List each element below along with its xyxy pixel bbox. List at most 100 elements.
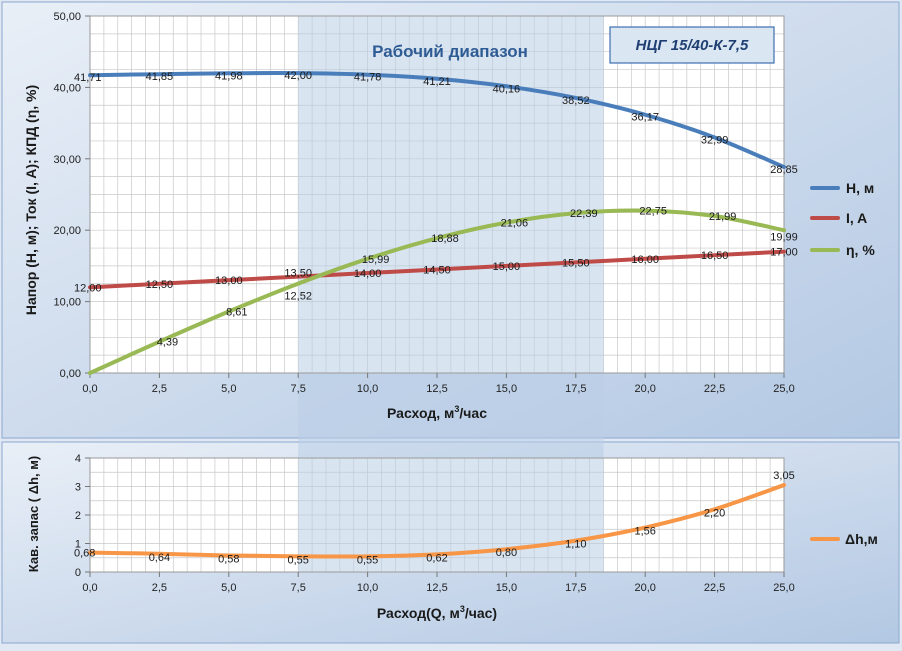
current-curve xyxy=(88,249,786,290)
bottom-y-tick-label: 2 xyxy=(75,510,81,522)
bottom-y-tick-label: 0 xyxy=(75,567,81,579)
head-data-label: 36,17 xyxy=(631,112,659,124)
bottom-x-axis-title-suffix: /час) xyxy=(465,605,497,621)
top-x-tick-label: 12,5 xyxy=(426,383,447,395)
efficiency-legend-label: η, % xyxy=(846,242,875,258)
current-data-label: 16,50 xyxy=(701,250,729,262)
top-y-tick-label: 0,00 xyxy=(60,368,81,380)
top-y-tick-label: 10,00 xyxy=(53,297,81,309)
current-legend-label: I, A xyxy=(846,210,867,226)
npsh-data-label: 0,62 xyxy=(426,552,447,564)
current-data-label: 14,50 xyxy=(423,264,451,276)
top-x-axis-title-suffix: /час xyxy=(459,405,487,421)
npsh-curve xyxy=(88,483,786,559)
current-data-label: 15,00 xyxy=(493,261,521,273)
top-x-tick-label: 25,0 xyxy=(773,383,794,395)
top-y-tick-label: 30,00 xyxy=(53,154,81,166)
top-x-tick-label: 5,0 xyxy=(221,383,236,395)
current-data-label: 12,00 xyxy=(74,282,102,294)
top-x-tick-label: 22,5 xyxy=(704,383,725,395)
top-x-tick-label: 7,5 xyxy=(291,383,306,395)
top-x-tick-label: 0,0 xyxy=(82,383,97,395)
top-x-axis-title-prefix: Расход, м xyxy=(387,405,454,421)
efficiency-curve xyxy=(88,208,786,375)
bottom-x-axis-title-prefix: Расход(Q, м xyxy=(377,605,460,621)
top-y-axis-title: Напор (H, м); Ток (I, A); КПД (η, %) xyxy=(23,85,39,315)
head-data-label: 41,78 xyxy=(354,72,382,84)
efficiency-data-label: 18,88 xyxy=(431,233,459,245)
pump-model-box xyxy=(609,26,775,64)
top-x-axis-title: Расход, м3/час xyxy=(387,404,487,421)
efficiency-data-label: 22,39 xyxy=(570,208,598,220)
bottom-x-tick-label: 22,5 xyxy=(704,582,725,594)
bottom-y-tick-label: 4 xyxy=(75,453,81,465)
bottom-x-tick-label: 25,0 xyxy=(773,582,794,594)
bottom-x-tick-label: 7,5 xyxy=(291,582,306,594)
npsh-legend-label: Δh,м xyxy=(845,531,878,547)
top-x-tick-label: 2,5 xyxy=(152,383,167,395)
bottom-x-tick-label: 10,0 xyxy=(357,582,378,594)
npsh-data-label: 0,80 xyxy=(496,547,517,559)
npsh-data-label: 3,05 xyxy=(773,470,794,482)
npsh-data-label: 0,58 xyxy=(218,553,239,565)
top-y-tick-label: 50,00 xyxy=(53,11,81,23)
top-y-tick-label: 40,00 xyxy=(53,82,81,94)
band-label: Рабочий диапазон xyxy=(372,42,528,61)
top-x-axis-title-sup: 3 xyxy=(454,404,459,414)
npsh-data-label: 0,55 xyxy=(287,554,308,566)
bottom-y-tick-label: 1 xyxy=(75,539,81,551)
current-data-label: 13,50 xyxy=(284,268,312,280)
bottom-x-tick-label: 15,0 xyxy=(496,582,517,594)
efficiency-data-label: 19,99 xyxy=(770,231,798,243)
efficiency-data-label: 15,99 xyxy=(362,254,390,266)
npsh-data-label: 2,20 xyxy=(704,507,725,519)
bottom-x-tick-label: 17,5 xyxy=(565,582,586,594)
pump-model-title: НЦГ 15/40-К-7,5 xyxy=(636,37,749,54)
head-data-label: 42,00 xyxy=(284,70,312,82)
current-data-label: 15,50 xyxy=(562,257,590,269)
current-data-label: 13,00 xyxy=(215,275,243,287)
efficiency-data-label: 12,52 xyxy=(284,291,312,303)
bottom-x-tick-label: 5,0 xyxy=(221,582,236,594)
head-data-label: 41,71 xyxy=(74,72,102,84)
head-data-label: 41,98 xyxy=(215,70,243,82)
working-range-band xyxy=(298,16,604,572)
top-x-tick-label: 15,0 xyxy=(496,383,517,395)
head-legend-label: H, м xyxy=(846,180,874,196)
efficiency-data-label: 22,75 xyxy=(639,206,667,218)
top-x-tick-label: 10,0 xyxy=(357,383,378,395)
top-y-tick-label: 20,00 xyxy=(53,225,81,237)
head-data-label: 28,85 xyxy=(770,164,798,176)
head-data-label: 32,99 xyxy=(701,134,729,146)
top-x-tick-label: 17,5 xyxy=(565,383,586,395)
efficiency-data-label: 4,39 xyxy=(157,337,178,349)
head-data-label: 38,52 xyxy=(562,95,590,107)
head-data-label: 40,16 xyxy=(493,83,521,95)
npsh-data-label: 0,68 xyxy=(74,548,95,560)
bottom-x-tick-label: 2,5 xyxy=(152,582,167,594)
efficiency-data-label: 21,99 xyxy=(709,211,737,223)
bottom-x-axis-title: Расход(Q, м3/час) xyxy=(377,604,497,621)
current-data-label: 14,00 xyxy=(354,268,382,280)
current-data-label: 16,00 xyxy=(631,254,659,266)
head-data-label: 41,85 xyxy=(146,71,174,83)
bottom-x-tick-label: 20,0 xyxy=(634,582,655,594)
npsh-data-label: 1,56 xyxy=(634,526,655,538)
npsh-data-label: 0,55 xyxy=(357,554,378,566)
bottom-y-axis-title: Кав. запас ( Δh, м) xyxy=(26,456,41,572)
bottom-x-tick-label: 0,0 xyxy=(82,582,97,594)
npsh-data-label: 1,10 xyxy=(565,539,586,551)
npsh-data-label: 0,64 xyxy=(149,552,170,564)
head-curve xyxy=(88,71,786,170)
current-data-label: 12,50 xyxy=(146,279,174,291)
head-data-label: 41,21 xyxy=(423,76,451,88)
efficiency-data-label: 21,06 xyxy=(501,218,529,230)
bottom-y-tick-label: 3 xyxy=(75,482,81,494)
top-x-tick-label: 20,0 xyxy=(634,383,655,395)
bottom-x-axis-title-sup: 3 xyxy=(460,604,465,614)
bottom-x-tick-label: 12,5 xyxy=(426,582,447,594)
current-data-label: 17,00 xyxy=(770,247,798,259)
efficiency-data-label: 8,61 xyxy=(226,307,247,319)
